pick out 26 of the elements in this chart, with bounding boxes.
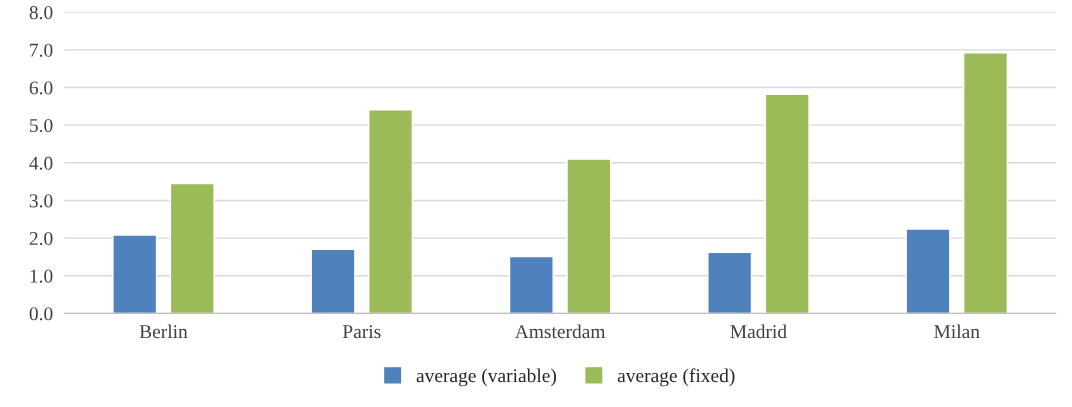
legend-label: average (variable) — [416, 368, 557, 387]
x-tick-label: Paris — [342, 325, 381, 339]
bar — [112, 234, 158, 314]
y-tick-label: 1.0 — [30, 269, 53, 283]
y-tick-label: 7.0 — [30, 43, 53, 57]
y-tick-label: 3.0 — [29, 194, 53, 208]
x-tick-label: Madrid — [730, 324, 787, 339]
bar — [963, 52, 1009, 314]
bar — [566, 158, 612, 314]
y-tick-label: 4.0 — [29, 156, 53, 170]
y-tick-label: 6.0 — [29, 81, 53, 95]
bar — [508, 255, 554, 314]
bar — [764, 93, 810, 314]
x-tick-label: Amsterdam — [514, 324, 606, 339]
bar — [707, 251, 753, 314]
bar — [169, 182, 215, 314]
x-tick-label: Milan — [934, 324, 980, 339]
bar — [905, 228, 951, 314]
bar — [310, 248, 356, 314]
y-tick-label: 2.0 — [29, 231, 53, 246]
bar — [368, 109, 414, 314]
y-tick-label: 0.0 — [29, 307, 53, 321]
x-tick-label: Berlin — [139, 324, 188, 339]
y-tick-label: 8.0 — [29, 6, 53, 20]
legend-label: average (fixed) — [617, 368, 735, 387]
y-tick-label: 5.0 — [30, 118, 53, 133]
